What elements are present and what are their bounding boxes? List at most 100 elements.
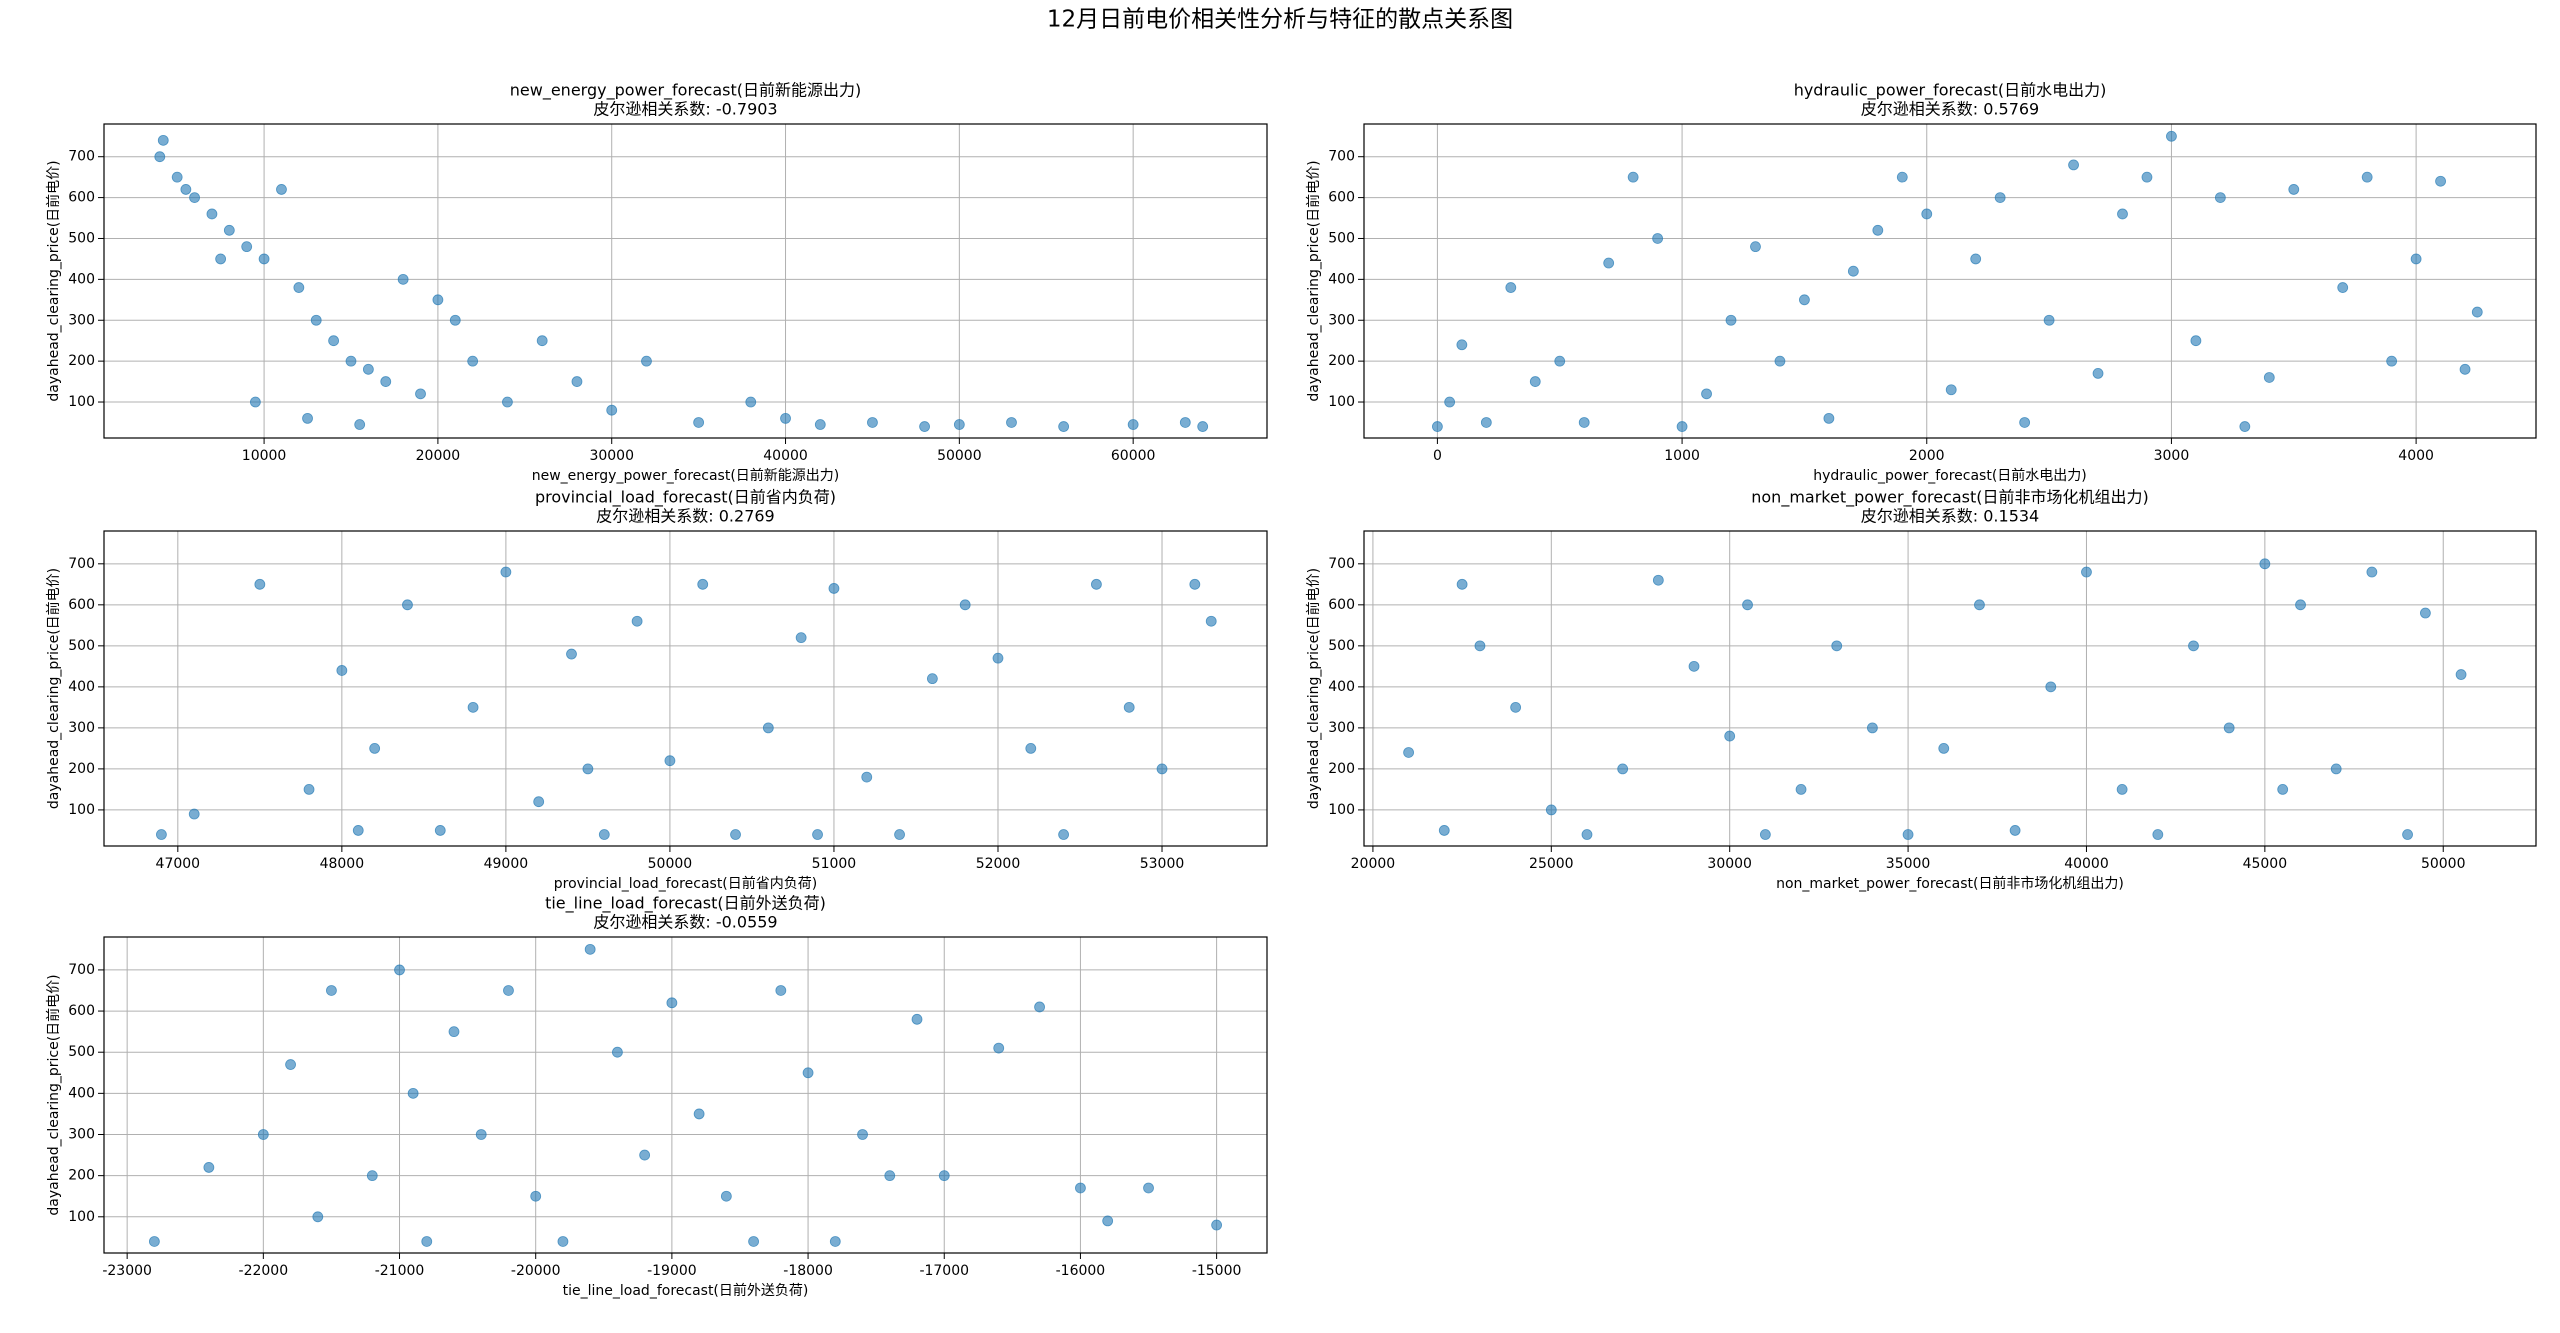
scatter-point (1724, 730, 1736, 742)
scatter-point (257, 1129, 269, 1140)
scatter-point (449, 314, 461, 326)
y-tick-label: 500 (1328, 638, 1355, 654)
scatter-point (2116, 783, 2128, 795)
x-tick-label: 3000 (2154, 448, 2190, 464)
scatter-point (1774, 355, 1786, 367)
scatter-point (2152, 829, 2164, 840)
scatter-point (1505, 282, 1517, 293)
scatter-point (1725, 314, 1737, 326)
scatter-point (557, 1236, 569, 1247)
scatter-point (666, 997, 678, 1009)
scatter-point (1750, 241, 1761, 253)
scatter-point (2366, 566, 2378, 578)
subplot: non_market_power_forecast(日前非市场化机组出力)皮尔逊… (1305, 488, 2537, 892)
scatter-point (326, 985, 337, 996)
scatter-point (310, 314, 322, 326)
scatter-point (1189, 578, 1201, 590)
scatter-point (2019, 417, 2031, 428)
scatter-point (1529, 376, 1541, 387)
x-tick-label: 53000 (1140, 856, 1185, 872)
scatter-point (1123, 701, 1135, 713)
scatter-point (814, 419, 826, 430)
x-tick-label: 50000 (648, 856, 693, 872)
scatter-point (2188, 640, 2199, 652)
y-axis-label: dayahead_clearing_price(日前电价) (1305, 568, 1322, 809)
scatter-point (992, 652, 1004, 664)
scatter-point (1581, 829, 1593, 840)
scatter-point (993, 1042, 1005, 1054)
scatter-point (223, 224, 235, 236)
scatter-point (1197, 421, 1209, 432)
y-tick-label: 700 (68, 149, 95, 165)
scatter-point (2337, 282, 2349, 293)
scatter-point (2288, 184, 2300, 195)
scatter-point (1545, 804, 1557, 816)
scatter-point (1006, 417, 1017, 428)
subplot-subtitle: 皮尔逊相关系数: 0.5769 (1861, 100, 2039, 119)
scatter-point (369, 742, 381, 754)
scatter-point (1127, 419, 1139, 430)
scatter-point (249, 396, 261, 408)
axes-frame (1363, 123, 2537, 439)
scatter-point (828, 583, 840, 594)
subplot-title: new_energy_power_forecast(日前新能源出力) (510, 81, 861, 101)
scatter-point (1921, 208, 1933, 220)
scatter-point (861, 771, 873, 783)
x-tick-label: 49000 (484, 856, 529, 872)
y-tick-label: 100 (1328, 802, 1355, 818)
scatter-point (303, 783, 315, 795)
y-tick-label: 500 (68, 638, 95, 654)
y-tick-label: 700 (1328, 149, 1355, 165)
y-tick-label: 300 (68, 1127, 95, 1143)
scatter-point (693, 417, 705, 428)
scatter-point (1823, 412, 1835, 424)
subplot-subtitle: 皮尔逊相关系数: -0.7903 (593, 100, 777, 119)
y-tick-label: 500 (68, 1044, 95, 1060)
x-tick-label: 25000 (1529, 856, 1574, 872)
scatter-point (2435, 175, 2446, 187)
axes-frame (1363, 530, 2537, 847)
scatter-point (2043, 314, 2055, 326)
scatter-point (154, 151, 166, 163)
x-tick-label: 47000 (156, 856, 201, 872)
scatter-point (366, 1170, 378, 1182)
y-tick-label: 400 (68, 271, 95, 287)
scatter-point (362, 363, 374, 375)
scatter-point (2295, 599, 2306, 611)
y-tick-label: 200 (1328, 353, 1355, 369)
scatter-point (1974, 599, 1985, 611)
x-tick-label: -15000 (1192, 1263, 1242, 1279)
scatter-point (475, 1129, 487, 1140)
scatter-point (795, 632, 807, 644)
scatter-point (467, 355, 479, 367)
scatter-point (2410, 253, 2422, 265)
scatter-point (1058, 829, 1069, 840)
scatter-point (812, 829, 823, 840)
x-tick-label: 10000 (242, 448, 287, 464)
x-tick-label: 40000 (2064, 856, 2109, 872)
scatter-point (745, 396, 757, 408)
scatter-point (1403, 747, 1414, 758)
scatter-point (1688, 660, 1700, 672)
scatter-point (157, 134, 169, 146)
x-tick-label: 0 (1433, 448, 1442, 464)
scatter-point (959, 599, 971, 611)
scatter-point (536, 335, 548, 347)
scatter-point (664, 755, 676, 767)
subplot: new_energy_power_forecast(日前新能源出力)皮尔逊相关系… (45, 81, 1268, 484)
scatter-point (1205, 615, 1217, 627)
scatter-point (2459, 363, 2471, 375)
scatter-point (1759, 829, 1771, 840)
subplot-title: tie_line_load_forecast(日前外送负荷) (545, 894, 826, 914)
scatter-point (1938, 742, 1950, 754)
scatter-point (1896, 171, 1908, 183)
scatter-point (394, 964, 405, 976)
scatter-point (1603, 257, 1615, 269)
scatter-point (1701, 388, 1712, 400)
scatter-point (894, 829, 905, 840)
subplot: provincial_load_forecast(日前省内负荷)皮尔逊相关系数:… (45, 488, 1268, 892)
scatter-point (2361, 171, 2373, 183)
scatter-point (1058, 421, 1070, 432)
scatter-point (2277, 783, 2289, 795)
scatter-point (312, 1211, 324, 1223)
